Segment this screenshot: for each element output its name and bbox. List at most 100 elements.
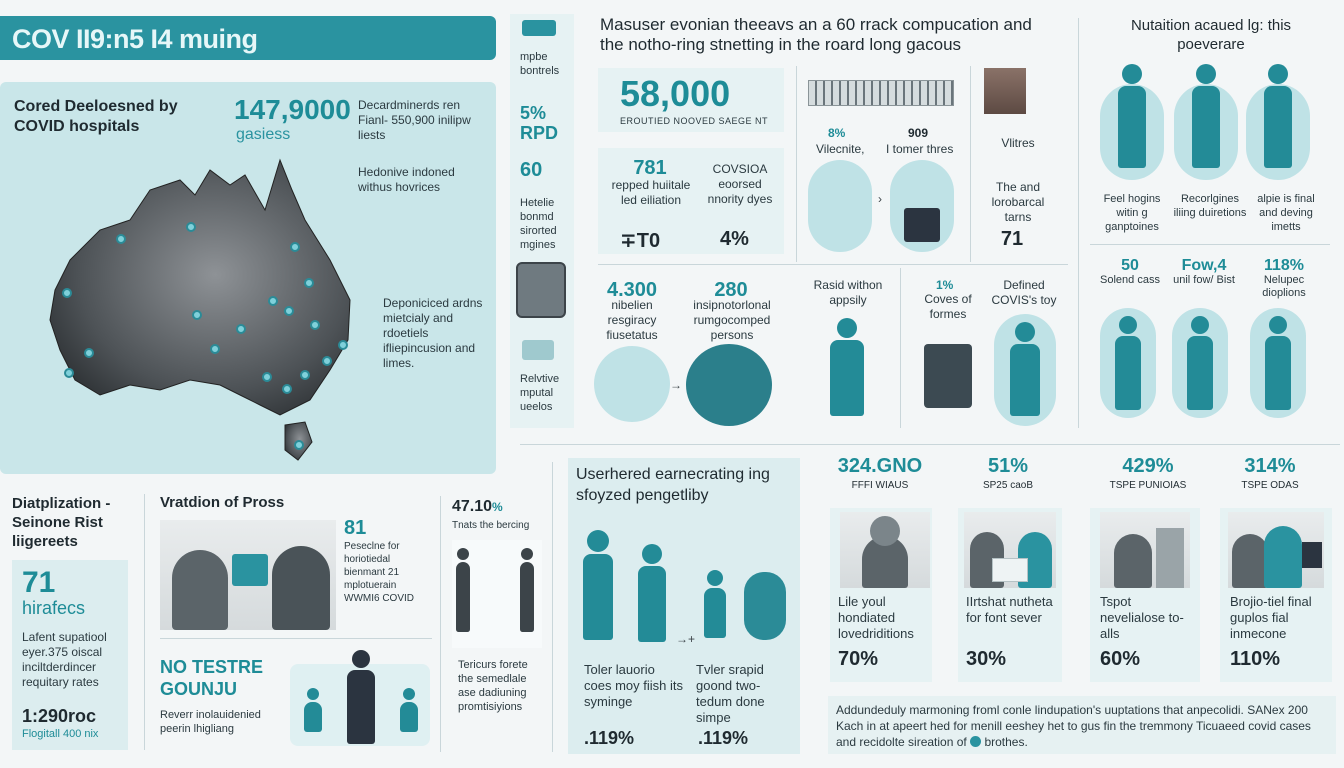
mid-divider-v1 xyxy=(796,66,797,262)
person-icon xyxy=(634,544,670,644)
monitor-icon xyxy=(1302,542,1322,568)
map-stat-sub: gasiess xyxy=(236,126,291,143)
section-divider-v xyxy=(1078,18,1079,428)
main-divider-h xyxy=(520,444,1340,445)
map-stat-value: 147,9000 xyxy=(234,94,351,125)
person-icon xyxy=(1002,322,1048,418)
map-hospital-marker[interactable] xyxy=(62,288,72,298)
map-hospital-marker[interactable] xyxy=(322,356,332,366)
bottom-left-footer-small: Flogitall 400 nix xyxy=(22,728,99,740)
map-hospital-marker[interactable] xyxy=(310,320,320,330)
person-icon xyxy=(172,550,228,630)
rs-pct: 70% xyxy=(838,648,879,670)
map-hospital-marker[interactable] xyxy=(282,384,292,394)
arrow-icon: → xyxy=(670,378,682,392)
map-hospital-marker[interactable] xyxy=(84,348,94,358)
testre-text: Reverr inolauidenied peerin lhigliang xyxy=(160,709,261,735)
map-note-3: Deponiciced ardns mietcialy and rdoetiel… xyxy=(383,296,483,370)
map-hospital-marker[interactable] xyxy=(186,222,196,232)
person-icon xyxy=(396,688,422,734)
bottom-left-big: 71 xyxy=(22,566,56,599)
person-icon xyxy=(1112,64,1152,170)
mid-divider-v2 xyxy=(970,66,971,262)
rs-big: 51% xyxy=(987,455,1029,477)
person-icon xyxy=(344,650,378,746)
stat-909-label: I tomer thres xyxy=(886,142,954,156)
strip-icon-top xyxy=(522,20,556,36)
header-banner xyxy=(0,16,496,60)
provision-title: Vratdion of Pross xyxy=(160,494,285,511)
bottom-left-title: Diatplization - Seinone Rist liigereets xyxy=(12,495,111,550)
rs-sub: FFFI WIAUS xyxy=(851,480,909,491)
rs-text: Lile youl hondiated lovedriditions xyxy=(838,594,914,641)
building-pct: 8% xyxy=(828,126,846,140)
person-icon xyxy=(580,530,616,642)
map-hospital-marker[interactable] xyxy=(300,370,310,380)
map-hospital-marker[interactable] xyxy=(116,234,126,244)
covid-text: COVSIOA eoorsed nnority dyes xyxy=(707,162,773,206)
strip-item-3: Relvtive mputal ueelos xyxy=(520,373,560,413)
australia-map xyxy=(49,158,351,461)
rs-photo xyxy=(1228,512,1324,588)
map-hospital-marker[interactable] xyxy=(236,324,246,334)
nutrition-col-3: alpie is final and deving imetts xyxy=(1257,193,1315,233)
map-hospital-marker[interactable] xyxy=(64,368,74,378)
vitals-num: 71 xyxy=(1000,228,1024,250)
map-hospital-marker[interactable] xyxy=(210,344,220,354)
person-icon xyxy=(516,548,538,634)
stat-781-text: repped huiitale led eiliation xyxy=(611,178,691,207)
narrow-stat-suffix: % xyxy=(492,500,503,514)
rs-sub: TSPE ODAS xyxy=(1241,480,1299,491)
map-hospital-marker[interactable] xyxy=(290,242,300,252)
stat-card-781 xyxy=(598,148,784,254)
provision-stat-text: Peseclne for horiotiedal bienmant 21 mpl… xyxy=(344,541,414,604)
patient-care-illustration xyxy=(594,346,670,422)
strip-stat-1: 5% xyxy=(520,103,547,123)
provision-divider-h xyxy=(160,638,432,639)
arrow-icon: →+ xyxy=(676,632,696,646)
map-hospital-marker[interactable] xyxy=(192,310,202,320)
map-note-2: Hedonive indoned withus hovrices xyxy=(358,165,455,194)
person-icon xyxy=(1258,316,1298,412)
bottom-divider-v3 xyxy=(552,462,553,752)
person-icon xyxy=(822,318,872,418)
rs-text: Tspot nevelialose to-alls xyxy=(1100,594,1184,641)
narrow-caption: Tnats the bercing xyxy=(452,520,530,531)
nutrition-stat-fow-label: unil fow/ Bist xyxy=(1173,274,1235,286)
info-icon xyxy=(970,736,982,747)
person-icon xyxy=(1114,534,1152,588)
page-title: COV II9:n5 I4 muing xyxy=(12,24,258,54)
rapid-text: Rasid withon appsily xyxy=(813,278,883,307)
provision-photo xyxy=(160,520,336,630)
nutrition-stat-fow: Fow,4 xyxy=(1181,257,1227,274)
person-icon xyxy=(1180,316,1220,412)
stat-909: 909 xyxy=(908,126,929,140)
person-icon xyxy=(1186,64,1226,170)
rs-footer-text: Addundeduly marmoning froml conle lindup… xyxy=(836,702,1330,750)
rs-pct: 110% xyxy=(1230,648,1281,670)
rs-text: Brojio-tiel final guplos fial inmecone xyxy=(1230,594,1312,641)
map-hospital-marker[interactable] xyxy=(284,306,294,316)
map-hospital-marker[interactable] xyxy=(304,278,314,288)
covid-pct: 4% xyxy=(720,228,749,250)
nutrition-stat-50: 50 xyxy=(1121,257,1139,274)
map-hospital-marker[interactable] xyxy=(294,440,304,450)
stat-280-text: insipnotorlonal rumgocomped persons xyxy=(693,298,771,342)
map-hospital-marker[interactable] xyxy=(268,296,278,306)
rs-col-3: 314% TSPE ODAS xyxy=(1210,456,1330,491)
rs-text: IIrtshat nutheta for font sever xyxy=(966,594,1053,625)
narrow-desc: Tericurs forete the semedlale ase dadiun… xyxy=(458,659,528,713)
rs-pct: 30% xyxy=(966,648,1007,670)
map-hospital-marker[interactable] xyxy=(262,372,272,382)
recovery-right-text: Tvler srapid goond two-tedum done simpe xyxy=(696,662,765,725)
recovery-left-text: Toler lauorio coes moy fiish its syminge xyxy=(584,662,683,709)
defined-text: Defined COVIS's toy xyxy=(991,278,1057,307)
rs-footer-body: Addundeduly marmoning froml conle lindup… xyxy=(836,703,1311,749)
equipment-icon xyxy=(924,344,972,408)
map-hospital-marker[interactable] xyxy=(338,340,348,350)
pct-covs: 1% xyxy=(936,278,954,292)
monitor-icon xyxy=(992,558,1028,582)
nutrition-stat-50-label: Solend cass xyxy=(1100,274,1160,286)
rs-col-0: 324.GNO FFFI WIAUS xyxy=(820,456,940,491)
person-head-icon xyxy=(870,516,900,546)
